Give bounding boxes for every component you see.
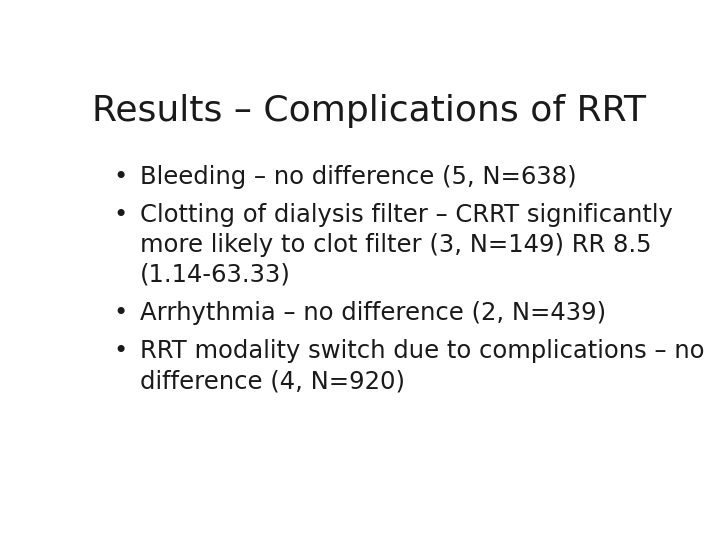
Text: difference (4, N=920): difference (4, N=920) xyxy=(140,369,405,393)
Text: •: • xyxy=(114,165,128,188)
Text: Clotting of dialysis filter – CRRT significantly: Clotting of dialysis filter – CRRT signi… xyxy=(140,203,673,227)
Text: (1.14-63.33): (1.14-63.33) xyxy=(140,263,291,287)
Text: RRT modality switch due to complications – no: RRT modality switch due to complications… xyxy=(140,340,705,363)
Text: •: • xyxy=(114,340,128,363)
Text: Arrhythmia – no difference (2, N=439): Arrhythmia – no difference (2, N=439) xyxy=(140,301,606,325)
Text: •: • xyxy=(114,301,128,325)
Text: Bleeding – no difference (5, N=638): Bleeding – no difference (5, N=638) xyxy=(140,165,577,188)
Text: more likely to clot filter (3, N=149) RR 8.5: more likely to clot filter (3, N=149) RR… xyxy=(140,233,652,257)
Text: •: • xyxy=(114,203,128,227)
Text: Results – Complications of RRT: Results – Complications of RRT xyxy=(92,94,646,128)
